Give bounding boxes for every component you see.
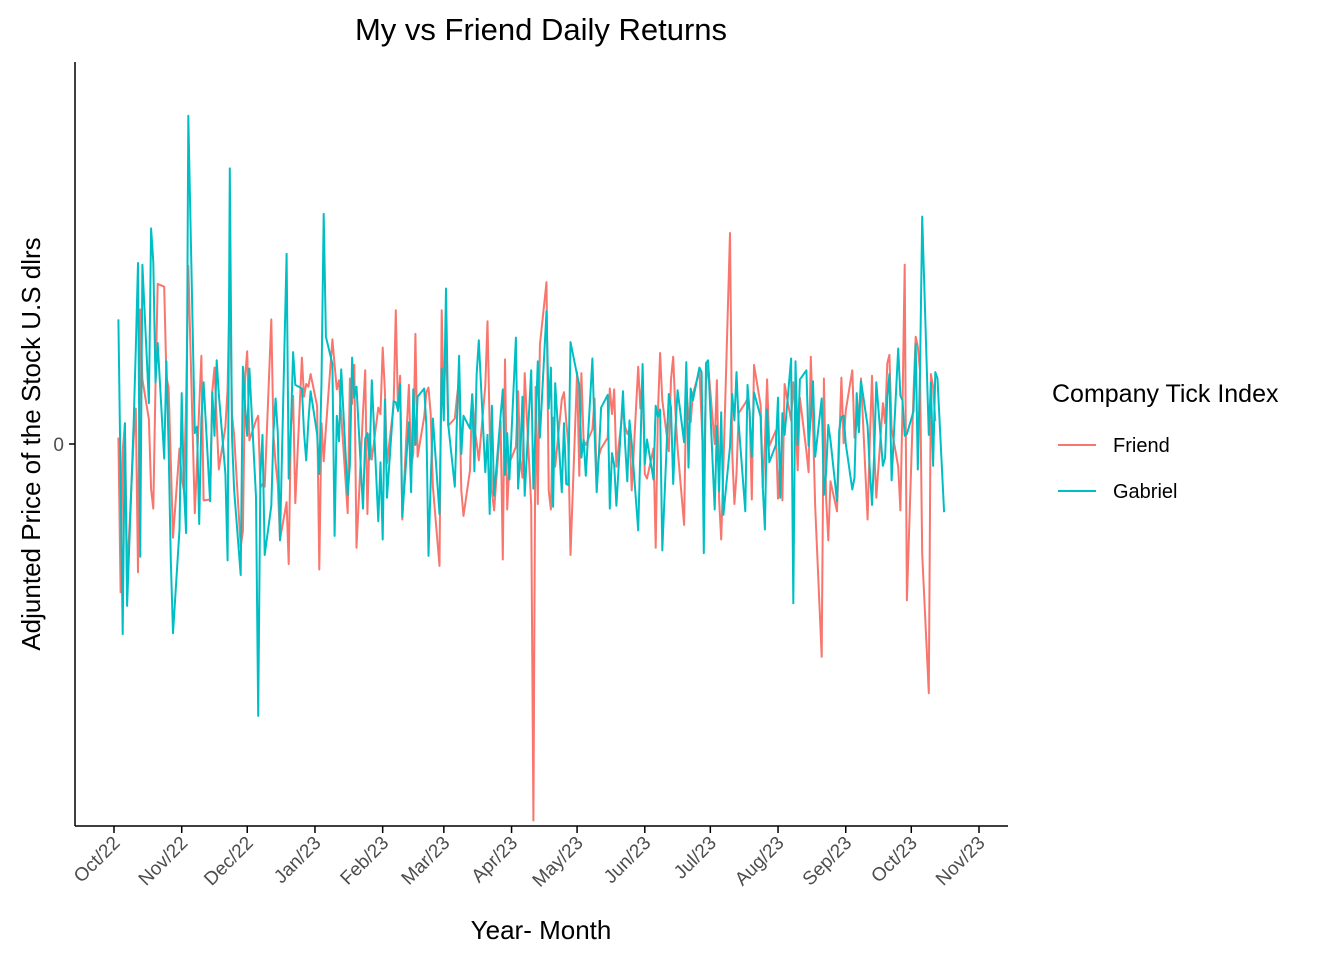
- x-tick-label: Mar/23: [398, 833, 455, 890]
- x-tick-label: Jun/23: [600, 833, 655, 888]
- plot-lines: [117, 114, 946, 822]
- legend-label-friend: Friend: [1113, 435, 1170, 457]
- x-tick-label: Nov/22: [135, 833, 192, 890]
- legend-label-gabriel: Gabriel: [1113, 481, 1177, 503]
- x-tick-label: Apr/23: [468, 833, 522, 887]
- series-line-friend: [117, 232, 937, 822]
- y-axis-title: Adjunted Price of the Stock U.S dlrs: [16, 237, 46, 650]
- x-tick-label: Oct/22: [70, 833, 124, 887]
- x-tick-label: May/23: [529, 833, 588, 892]
- y-ticks: 0: [53, 435, 75, 456]
- x-tick-label: Nov/23: [932, 833, 989, 890]
- x-tick-label: Aug/23: [731, 833, 788, 890]
- chart-title: My vs Friend Daily Returns: [355, 12, 727, 47]
- x-tick-label: Feb/23: [337, 833, 394, 890]
- legend-title: Company Tick Index: [1052, 380, 1279, 408]
- x-tick-label: Dec/22: [200, 833, 257, 890]
- x-tick-label: Sep/23: [799, 833, 856, 890]
- x-tick-label: Oct/23: [867, 833, 921, 887]
- legend: Company Tick Index Friend Gabriel: [1052, 380, 1279, 503]
- x-tick-label: Jul/23: [670, 833, 721, 884]
- x-tick-label: Jan/23: [270, 833, 325, 888]
- x-axis-title: Year- Month: [471, 915, 612, 945]
- x-ticks: Oct/22 Nov/22 Dec/22 Jan/23 Feb/23 Mar/23 Apr/…: [70, 826, 990, 892]
- series-line-gabriel: [117, 114, 946, 717]
- y-tick-label: 0: [53, 435, 64, 456]
